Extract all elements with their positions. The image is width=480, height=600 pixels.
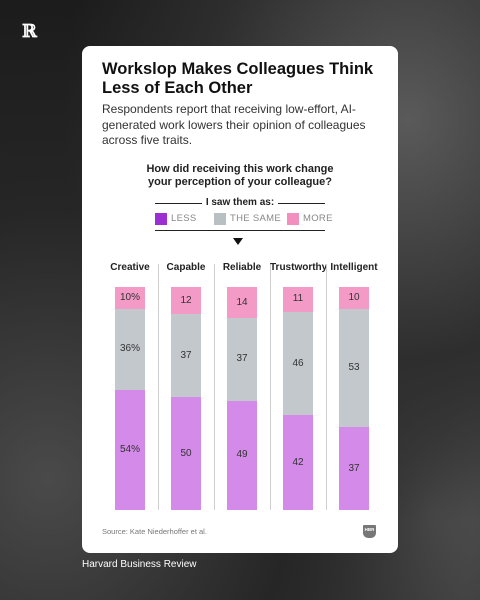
legend-label-more: MORE <box>303 213 333 224</box>
chart-subtitle: Respondents report that receiving low-ef… <box>102 102 366 147</box>
category-label-trustworthy: Trustworthy <box>270 262 328 273</box>
legend-rule <box>155 230 325 231</box>
hbr-logo-icon: ℝ <box>22 21 37 42</box>
survey-question: How did receiving this work change your … <box>112 163 368 189</box>
legend-swatch-more <box>287 213 299 225</box>
data-label-same-creative: 36% <box>119 343 140 355</box>
data-label-less-trustworthy: 42 <box>292 456 304 468</box>
data-label-same-reliable: 37 <box>236 353 248 365</box>
category-label-intelligent: Intelligent <box>330 262 378 273</box>
bar-segment-less-reliable <box>227 400 257 510</box>
footer-publisher: Harvard Business Review <box>82 559 197 570</box>
data-label-more-intelligent: 10 <box>348 292 360 304</box>
data-label-less-capable: 50 <box>180 447 192 459</box>
bar-segment-same-capable <box>171 314 201 398</box>
legend-swatch-same <box>214 213 226 225</box>
chart-title: Workslop Makes Colleagues Think Less of … <box>102 60 374 97</box>
bar-segment-same-creative <box>115 309 145 390</box>
data-label-less-reliable: 49 <box>236 449 248 461</box>
column-divider <box>270 264 271 510</box>
data-label-more-reliable: 14 <box>236 296 248 308</box>
data-label-same-intelligent: 53 <box>348 362 360 374</box>
data-label-less-intelligent: 37 <box>348 462 360 474</box>
bar-segment-more-creative <box>115 287 145 310</box>
bar-segment-same-reliable <box>227 318 257 401</box>
data-label-same-capable: 37 <box>180 349 192 361</box>
legend-label-less: LESS <box>171 213 197 224</box>
column-divider <box>214 264 215 510</box>
survey-question-line-2: your perception of your colleague? <box>148 176 332 188</box>
survey-question-line-1: How did receiving this work change <box>146 163 334 175</box>
bar-segment-more-trustworthy <box>283 287 313 312</box>
category-label-creative: Creative <box>110 262 150 273</box>
category-label-capable: Capable <box>166 262 206 273</box>
legend-title: I saw them as: <box>201 197 279 208</box>
bar-segment-less-trustworthy <box>283 415 313 510</box>
bar-segment-more-intelligent <box>339 287 369 310</box>
bar-segment-less-intelligent <box>339 427 369 510</box>
category-label-reliable: Reliable <box>222 262 262 273</box>
bar-segment-more-reliable <box>227 287 257 319</box>
down-arrow-icon <box>233 238 243 245</box>
data-label-less-creative: 54% <box>119 443 140 455</box>
data-label-more-creative: 10% <box>119 292 140 304</box>
column-divider <box>326 264 327 510</box>
bar-segment-same-intelligent <box>339 309 369 428</box>
hbr-badge-icon: HBR <box>363 525 376 538</box>
data-label-more-capable: 12 <box>180 294 192 306</box>
bar-segment-less-creative <box>115 389 145 510</box>
chart-source: Source: Kate Niederhoffer et al. <box>102 527 207 536</box>
bar-segment-more-capable <box>171 287 201 315</box>
data-label-more-trustworthy: 11 <box>292 293 304 305</box>
legend-label-same: THE SAME <box>230 213 281 224</box>
column-divider <box>158 264 159 510</box>
data-label-same-trustworthy: 46 <box>292 357 304 369</box>
chart-card: Workslop Makes Colleagues Think Less of … <box>82 46 398 553</box>
bar-segment-same-trustworthy <box>283 311 313 416</box>
legend-swatch-less <box>155 213 167 225</box>
bar-segment-less-capable <box>171 397 201 510</box>
legend-header: I saw them as: <box>155 196 325 210</box>
